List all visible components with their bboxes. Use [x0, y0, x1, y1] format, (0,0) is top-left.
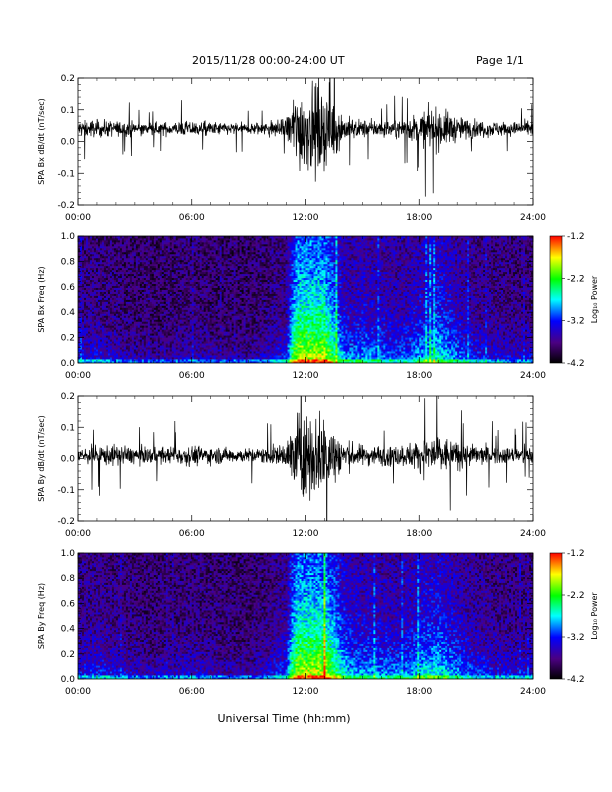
y-tick-label: 0.0 [61, 675, 76, 685]
spectrogram-4 [78, 553, 533, 679]
x-tick-label: 00:00 [65, 371, 91, 381]
y-axis-label: SPA By Freq (Hz) [37, 583, 46, 649]
plot-frame-1 [77, 77, 534, 206]
y-tick-label: 0.0 [61, 359, 76, 369]
series-trace-3 [78, 396, 533, 521]
colorbar-tick-label: -1.2 [567, 232, 585, 242]
y-tick-label: 0.2 [61, 334, 75, 344]
colorbar-2 [549, 235, 563, 364]
colorbar-tick-label: -4.2 [567, 359, 585, 369]
colorbar-tick-label: -2.2 [567, 591, 585, 601]
panel-3: 00:00 06:00 12:00 18:00 24:00 -0.2 -0.1 0.0 0.1 0… [37, 392, 546, 539]
y-tick-label: 0.1 [61, 106, 75, 116]
y-tick-label: 0.4 [61, 625, 76, 635]
y-axis-label: SPA Bx Freq (Hz) [37, 266, 46, 332]
y-tick-label: 0.6 [61, 599, 76, 609]
y-tick-label: 0.8 [61, 257, 76, 267]
y-tick-label: 0.6 [61, 283, 76, 293]
panel-2: -1.2 -2.2 -3.2 -4.2 Log₁₀ Power 00:00 06:00 12:… [37, 232, 599, 381]
y-axis-label: SPA Bx dB/dt (nT/sec) [37, 98, 46, 185]
x-tick-label: 24:00 [520, 213, 546, 223]
y-tick-label: 1.0 [61, 549, 76, 559]
y-tick-label: 0.8 [61, 574, 76, 584]
x-tick-label: 24:00 [520, 371, 546, 381]
y-axis-label: SPA By dB/dt (nT/sec) [37, 415, 46, 502]
figure-title: 2015/11/28 00:00-24:00 UT [192, 54, 345, 67]
x-axis-label: Universal Time (hh:mm) [218, 712, 351, 725]
x-tick-label: 18:00 [406, 687, 432, 697]
y-tick-label: -0.1 [57, 169, 75, 179]
y-tick-label: 0.2 [61, 650, 75, 660]
x-tick-label: 06:00 [179, 371, 205, 381]
colorbar-tick-label: -4.2 [567, 675, 585, 685]
y-tick-label: 0.4 [61, 308, 76, 318]
x-tick-label: 24:00 [520, 529, 546, 539]
page-number: Page 1/1 [476, 54, 524, 67]
y-tick-label: 0.2 [61, 392, 75, 402]
panel-4: -1.2 -2.2 -3.2 -4.2 Log₁₀ Power 00:00 06:00 12:… [37, 549, 599, 697]
y-tick-label: 0.2 [61, 74, 75, 84]
x-tick-label: 06:00 [179, 687, 205, 697]
x-tick-label: 18:00 [406, 371, 432, 381]
colorbar-label: Log₁₀ Power [590, 592, 599, 640]
colorbar-tick-label: -1.2 [567, 549, 585, 559]
x-tick-label: 18:00 [406, 213, 432, 223]
spectrogram-2 [78, 236, 533, 363]
x-tick-label: 12:00 [293, 213, 319, 223]
y-tick-label: 0.0 [61, 138, 76, 148]
x-tick-label: 00:00 [65, 687, 91, 697]
colorbar-4 [549, 552, 563, 680]
colorbar-tick-label: -3.2 [567, 633, 585, 643]
x-tick-label: 12:00 [293, 371, 319, 381]
panel-1: 00:00 06:00 12:00 18:00 24:00 -0.2 -0.1 0.0 0.1 0… [37, 74, 546, 223]
y-tick-label: 1.0 [61, 232, 76, 242]
x-tick-label: 00:00 [65, 213, 91, 223]
x-tick-label: 12:00 [293, 687, 319, 697]
colorbar-tick-label: -2.2 [567, 274, 585, 284]
x-tick-label: 06:00 [179, 213, 205, 223]
colorbar-label: Log₁₀ Power [590, 275, 599, 323]
x-tick-label: 24:00 [520, 687, 546, 697]
y-tick-label: -0.2 [57, 201, 75, 211]
colorbar-tick-label: -3.2 [567, 317, 585, 327]
x-tick-label: 06:00 [179, 529, 205, 539]
x-tick-label: 12:00 [293, 529, 319, 539]
y-tick-label: -0.1 [57, 486, 75, 496]
y-tick-label: 0.1 [61, 423, 75, 433]
x-tick-label: 00:00 [65, 529, 91, 539]
y-tick-label: -0.2 [57, 517, 75, 527]
x-tick-label: 18:00 [406, 529, 432, 539]
series-trace-1 [78, 78, 533, 197]
y-tick-label: 0.0 [61, 455, 76, 465]
